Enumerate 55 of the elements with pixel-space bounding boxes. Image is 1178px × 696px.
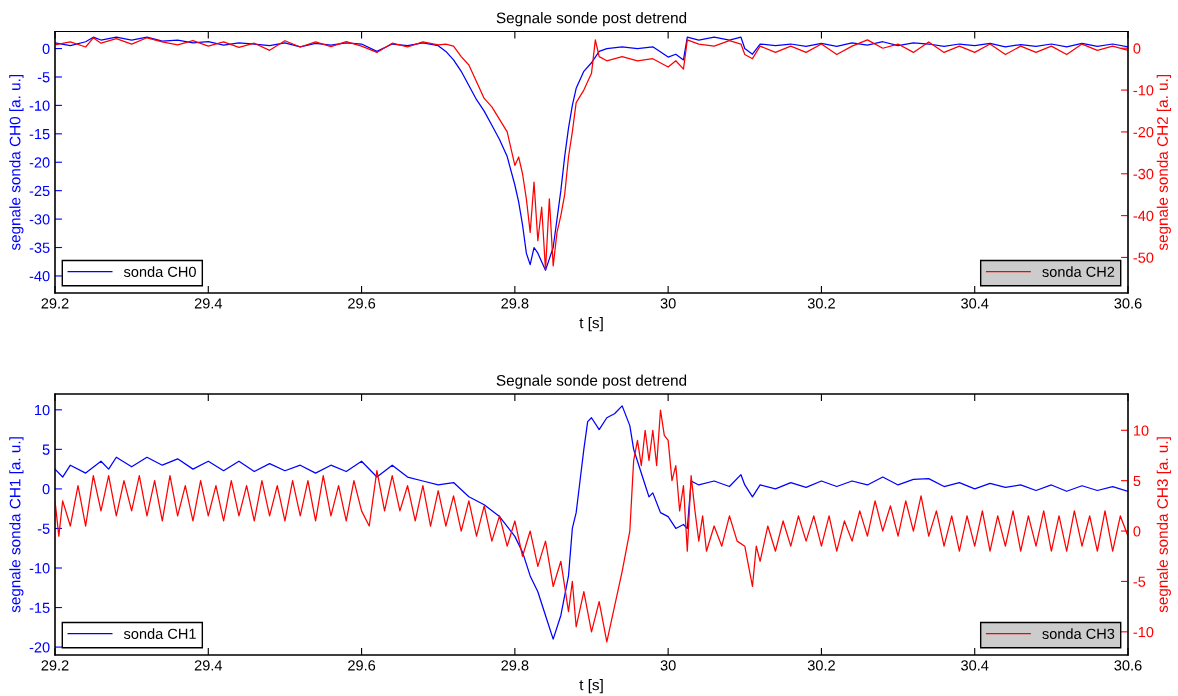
x-tick-label: 29.8 [501, 660, 529, 671]
y-tick-label: 0 [42, 43, 50, 54]
x-tick-label: 29.4 [194, 660, 223, 671]
x-tick-label: 29.4 [194, 298, 223, 309]
y-tick-label: -20 [29, 642, 50, 653]
y2-tick-label: 0 [1133, 43, 1141, 54]
x-tick-label: 29.2 [41, 298, 69, 309]
y-axis-title: segnale sonda CH1 [a. u.] [9, 437, 24, 613]
y-tick-label: -5 [37, 523, 50, 534]
y-tick-label: -10 [29, 100, 50, 111]
y-tick-label: -30 [29, 214, 50, 225]
x-tick-label: 30.2 [807, 660, 835, 671]
y-axis-title: segnale sonda CH0 [a. u.] [9, 75, 24, 251]
y2-axis-title: segnale sonda CH3 [a. u.] [1156, 437, 1171, 613]
y2-tick-label: 10 [1133, 425, 1149, 436]
y-tick-label: -25 [29, 185, 50, 197]
x-axis-title: t [s] [579, 679, 603, 694]
x-tick-label: 30.2 [807, 298, 835, 309]
y-tick-label: 0 [42, 484, 50, 495]
x-tick-label: 30.6 [1114, 298, 1142, 309]
y-tick-label: 5 [42, 444, 50, 455]
legend-label: sonda CH2 [1042, 266, 1115, 277]
x-tick-label: 30 [660, 298, 676, 309]
x-tick-label: 30.4 [961, 660, 989, 671]
y-tick-label: -20 [29, 157, 50, 168]
y-tick-label: 10 [35, 404, 50, 416]
y2-tick-label: 0 [1133, 526, 1141, 537]
y-tick-label: -5 [37, 72, 50, 83]
y-tick-label: -10 [29, 563, 50, 574]
y2-tick-label: -20 [1133, 127, 1154, 138]
y2-tick-label: -30 [1133, 168, 1154, 180]
x-tick-label: 29.8 [501, 298, 529, 309]
y-tick-label: -40 [29, 271, 50, 282]
chart-title: Segnale sonde post detrend [496, 12, 687, 27]
legend-label: sonda CH0 [123, 266, 196, 277]
y2-tick-label: -10 [1133, 626, 1154, 638]
y2-tick-label: -50 [1133, 252, 1154, 263]
y2-tick-label: -40 [1133, 210, 1154, 222]
x-tick-label: 29.2 [41, 660, 69, 671]
y-tick-label: -15 [29, 602, 50, 613]
x-tick-label: 29.6 [348, 298, 376, 309]
x-tick-label: 30.6 [1114, 660, 1142, 671]
y2-axis-title: segnale sonda CH2 [a. u.] [1156, 75, 1171, 251]
y2-tick-label: -10 [1133, 85, 1154, 96]
y2-tick-label: -5 [1133, 576, 1146, 587]
y-tick-label: -15 [29, 129, 50, 140]
x-axis-title: t [s] [579, 317, 603, 332]
chart-title: Segnale sonde post detrend [496, 374, 687, 389]
legend-label: sonda CH1 [123, 628, 196, 639]
y-tick-label: -35 [29, 242, 50, 253]
x-tick-label: 29.6 [348, 660, 376, 671]
x-tick-label: 30.4 [961, 298, 989, 309]
x-tick-label: 30 [660, 660, 676, 671]
y2-tick-label: 5 [1133, 475, 1141, 487]
legend-label: sonda CH3 [1042, 628, 1115, 639]
